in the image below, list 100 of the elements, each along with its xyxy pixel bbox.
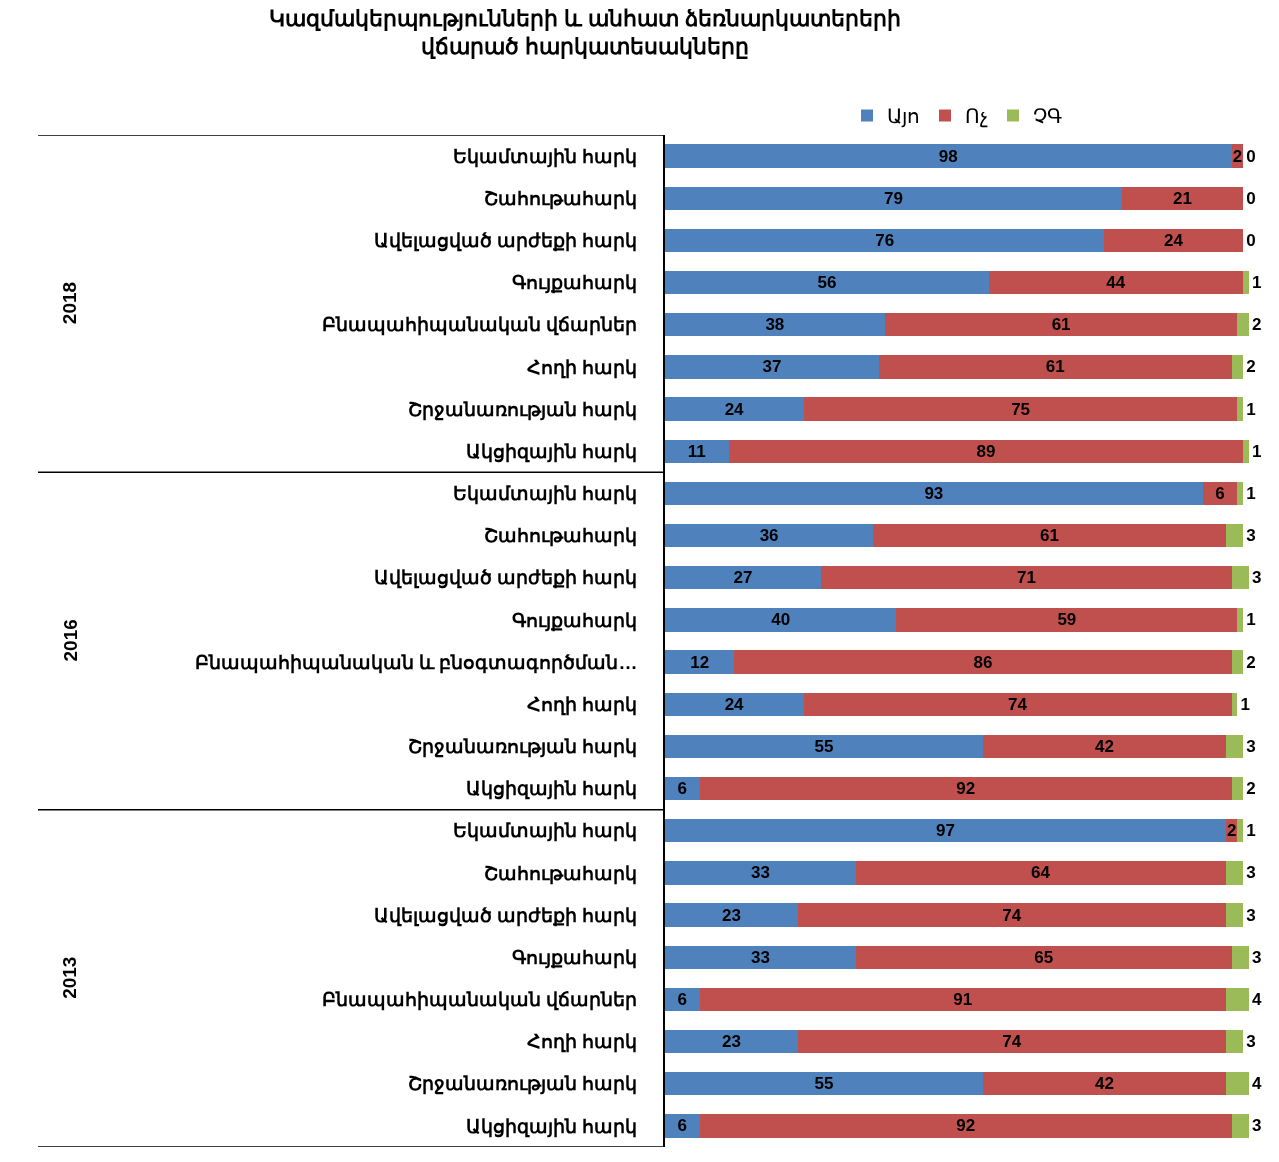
data-label: 79 xyxy=(883,188,903,208)
data-label: 38 xyxy=(765,315,785,335)
data-label: 61 xyxy=(1040,526,1059,546)
bar xyxy=(665,523,874,548)
data-label: 4 xyxy=(1252,1074,1262,1094)
bar xyxy=(699,1114,1232,1138)
bar xyxy=(665,313,885,337)
data-label: 3 xyxy=(1246,736,1256,756)
y-tick-label: Շրջանառության հարկ xyxy=(408,398,638,421)
bar xyxy=(884,313,1238,337)
bar xyxy=(1237,397,1244,421)
data-label: 3 xyxy=(1246,905,1256,925)
bar xyxy=(665,228,1105,253)
bar xyxy=(665,439,729,463)
data-label: 74 xyxy=(1002,905,1022,925)
bar xyxy=(665,186,1122,210)
data-label: 61 xyxy=(1051,315,1071,335)
bar xyxy=(983,1072,1226,1096)
data-label: 75 xyxy=(1011,399,1031,419)
data-label: 93 xyxy=(924,483,944,503)
bar xyxy=(665,481,1203,506)
data-label: 40 xyxy=(771,610,791,630)
data-label: 23 xyxy=(722,905,741,925)
text: 2018 xyxy=(58,281,80,325)
data-label: 55 xyxy=(814,736,834,756)
data-label: 1 xyxy=(1246,399,1256,419)
data-label: 3 xyxy=(1252,1116,1262,1136)
data-label: 76 xyxy=(875,230,895,250)
data-label: 61 xyxy=(1045,357,1065,377)
data-label: 92 xyxy=(956,1116,976,1136)
bar xyxy=(665,1029,798,1054)
bar xyxy=(1231,945,1249,969)
data-label: 2 xyxy=(1246,652,1256,672)
data-label: 24 xyxy=(724,399,745,419)
data-label: 6 xyxy=(677,989,688,1009)
bar xyxy=(1231,776,1244,801)
y-tick-label: Գույքահարկ xyxy=(512,946,638,969)
bar xyxy=(1231,650,1244,674)
y-tick-label: Շահութահարկ xyxy=(484,187,638,210)
bar xyxy=(665,903,798,927)
bar xyxy=(1237,481,1244,506)
legend-label: Այո xyxy=(887,105,920,129)
data-label: 1 xyxy=(1240,694,1250,714)
legend-label: Ոչ xyxy=(965,105,988,129)
bar xyxy=(665,776,700,801)
y-tick-label: Բնապահիպանական վճարներ xyxy=(322,989,638,1012)
data-label: 1 xyxy=(1252,273,1262,293)
bar xyxy=(665,650,735,674)
bar xyxy=(665,608,897,632)
bar xyxy=(665,692,804,716)
bar xyxy=(1225,1072,1249,1096)
data-label: 4 xyxy=(1252,989,1262,1009)
data-label: 44 xyxy=(1106,273,1126,293)
data-label: 11 xyxy=(687,441,706,461)
chart-title: Կազմակերպությունների և անհատ ձեռնարկատերերի վճարած հարկատեսակները xyxy=(268,5,902,60)
data-label: 6 xyxy=(677,1116,688,1136)
bar xyxy=(665,566,822,590)
text: 2016 xyxy=(59,619,81,662)
data-label: 3 xyxy=(1246,863,1256,883)
data-label: 0 xyxy=(1246,188,1256,208)
data-label: 1 xyxy=(1246,483,1256,503)
data-label: 33 xyxy=(750,863,770,883)
y-tick-label: Ակցիզային հարկ xyxy=(466,778,638,801)
data-label: 3 xyxy=(1252,947,1262,967)
data-label: 74 xyxy=(1002,1032,1022,1052)
data-label: 33 xyxy=(750,947,770,967)
bar xyxy=(1225,903,1244,927)
data-label: 1 xyxy=(1252,441,1262,461)
data-label: 3 xyxy=(1246,1032,1256,1052)
data-label: 55 xyxy=(814,1074,834,1094)
data-label: 89 xyxy=(976,441,996,461)
y-tick-label: Հողի հարկ xyxy=(527,1031,638,1054)
text: 2013 xyxy=(59,956,81,999)
data-label: 12 xyxy=(690,652,710,672)
bar xyxy=(665,734,984,759)
data-label: 27 xyxy=(733,568,753,588)
y-tick-label: Ակցիզային հարկ xyxy=(466,440,638,463)
data-label: 37 xyxy=(762,357,782,377)
bar xyxy=(1243,270,1249,295)
bar xyxy=(1231,566,1249,590)
data-label: 2 xyxy=(1246,779,1256,799)
data-label: 21 xyxy=(1173,188,1192,208)
legend-label: ՉԳ xyxy=(1033,105,1062,128)
bar xyxy=(988,270,1244,295)
bar xyxy=(1237,313,1249,337)
data-label: 42 xyxy=(1094,1074,1114,1094)
data-label: 2 xyxy=(1232,146,1243,166)
bar xyxy=(821,566,1232,590)
bar xyxy=(665,987,700,1012)
data-label: 3 xyxy=(1246,526,1256,546)
data-label: 3 xyxy=(1252,568,1262,588)
data-label: 36 xyxy=(759,526,779,546)
data-label: 2 xyxy=(1226,821,1237,841)
data-label: 56 xyxy=(817,273,837,293)
y-tick-label: Հողի հարկ xyxy=(527,356,638,379)
data-label: 2 xyxy=(1252,315,1262,335)
bar xyxy=(665,355,879,379)
bar xyxy=(1121,186,1244,210)
y-tick-label: Շահութահարկ xyxy=(484,862,638,885)
y-tick-label: Բնապահիպանական վճարներ xyxy=(322,314,638,337)
